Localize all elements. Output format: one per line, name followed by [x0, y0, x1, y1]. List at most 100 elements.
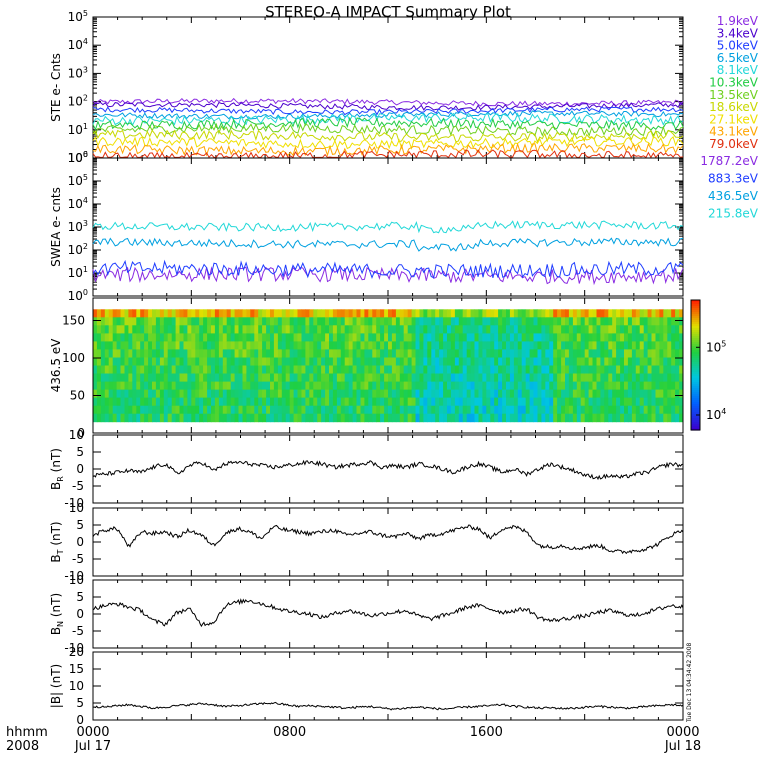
pad-heatmap-cell [659, 309, 664, 318]
pad-heatmap-cell [447, 333, 452, 342]
pad-heatmap-cell [600, 317, 605, 326]
pad-heatmap-cell [391, 333, 397, 342]
pad-heatmap-cell [415, 373, 420, 382]
pad-heatmap-cell [258, 397, 263, 407]
pad-heatmap-cell [250, 413, 255, 423]
pad-heatmap-cell [549, 381, 554, 391]
pad-heatmap-cell [376, 389, 381, 399]
pad-heatmap-cell [348, 357, 354, 366]
pad-heatmap-cell [415, 397, 420, 407]
pad-heatmap-cell [490, 397, 495, 407]
pad-heatmap-cell [167, 333, 173, 342]
pad-heatmap-cell [580, 365, 586, 374]
pad-heatmap-cell [317, 389, 322, 399]
pad-heatmap-cell [494, 309, 499, 318]
pad-heatmap-cell [163, 317, 169, 326]
pad-heatmap-cell [561, 317, 566, 326]
pad-heatmap-cell [557, 365, 562, 374]
pad-heatmap-cell [549, 405, 554, 415]
pad-heatmap-cell [450, 357, 456, 366]
pad-heatmap-cell [120, 317, 125, 326]
pad-heatmap-cell [435, 357, 440, 366]
pad-heatmap-cell [132, 389, 137, 399]
pad-heatmap-cell [608, 373, 613, 382]
pad-heatmap-cell [348, 317, 354, 326]
pad-heatmap-cell [561, 405, 566, 415]
pad-heatmap-cell [635, 317, 641, 326]
pad-heatmap-cell [423, 373, 428, 382]
pad-heatmap-cell [120, 309, 125, 318]
pad-heatmap-cell [553, 413, 558, 423]
pad-heatmap-cell [568, 309, 574, 318]
pad-heatmap-cell [211, 389, 216, 399]
pad-heatmap-cell [305, 333, 310, 342]
pad-heatmap-cell [195, 405, 200, 415]
pad-heatmap-cell [211, 373, 216, 382]
colorbar-segment [691, 310, 700, 313]
pad-heatmap-cell [136, 413, 141, 423]
pad-heatmap-cell [309, 341, 314, 350]
pad-heatmap-cell [533, 405, 538, 415]
pad-heatmap-cell [163, 397, 169, 407]
pad-heatmap-cell [148, 389, 153, 399]
pad-heatmap-cell [234, 365, 239, 374]
pad-heatmap-cell [214, 341, 220, 350]
pad-heatmap-cell [376, 341, 381, 350]
ste-legend-label: 43.1keV [709, 125, 759, 139]
pad-heatmap-cell [285, 349, 291, 358]
pad-heatmap-cell [332, 381, 338, 391]
pad-heatmap-cell [242, 365, 247, 374]
pad-heatmap-cell [305, 389, 310, 399]
pad-heatmap-cell [588, 309, 593, 318]
pad-heatmap-cell [411, 397, 416, 407]
pad-heatmap-cell [211, 325, 216, 334]
pad-heatmap-cell [513, 317, 519, 326]
pad-heatmap-cell [391, 365, 397, 374]
pad-heatmap-cell [246, 405, 251, 415]
pad-heatmap-cell [439, 365, 444, 374]
pad-heatmap-cell [301, 333, 306, 342]
pad-heatmap-cell [262, 389, 267, 399]
pad-heatmap-cell [372, 405, 377, 415]
pad-heatmap-cell [659, 317, 664, 326]
pad-heatmap-cell [352, 317, 357, 326]
pad-heatmap-cell [584, 373, 590, 382]
pad-heatmap-cell [568, 389, 574, 399]
pad-heatmap-cell [411, 413, 416, 423]
pad-heatmap-cell [679, 405, 684, 415]
pad-heatmap-cell [462, 373, 468, 382]
pad-heatmap-cell [112, 413, 118, 423]
pad-heatmap-cell [466, 341, 472, 350]
pad-heatmap-cell [100, 309, 106, 318]
pad-heatmap-cell [415, 413, 420, 423]
pad-heatmap-cell [222, 349, 228, 358]
pad-heatmap-cell [305, 373, 310, 382]
pad-heatmap-cell [136, 333, 141, 342]
pad-heatmap-cell [635, 357, 641, 366]
pad-heatmap-cell [450, 309, 456, 318]
pad-heatmap-cell [132, 413, 137, 423]
pad-heatmap-cell [462, 405, 468, 415]
pad-heatmap-cell [167, 389, 173, 399]
pad-heatmap-cell [651, 381, 656, 391]
colorbar-segment [691, 340, 700, 343]
pad-heatmap-cell [494, 333, 499, 342]
pad-heatmap-cell [273, 413, 279, 423]
pad-heatmap-cell [384, 405, 389, 415]
pad-heatmap-cell [112, 365, 118, 374]
pad-heatmap-cell [305, 357, 310, 366]
pad-heatmap-cell [242, 381, 247, 391]
pad-heatmap-cell [148, 397, 153, 407]
x-tick-date-label: Jul 18 [664, 739, 701, 754]
pad-heatmap-cell [419, 413, 424, 423]
pad-heatmap-cell [596, 381, 601, 391]
pad-heatmap-cell [655, 413, 660, 423]
pad-heatmap-cell [431, 365, 436, 374]
pad-heatmap-cell [222, 405, 228, 415]
pad-heatmap-cell [159, 309, 165, 318]
pad-heatmap-cell [620, 365, 625, 374]
pad-heatmap-cell [214, 373, 220, 382]
pad-heatmap-cell [262, 309, 267, 318]
pad-heatmap-cell [262, 405, 267, 415]
bmag-y-tick-label: 10 [69, 679, 84, 693]
